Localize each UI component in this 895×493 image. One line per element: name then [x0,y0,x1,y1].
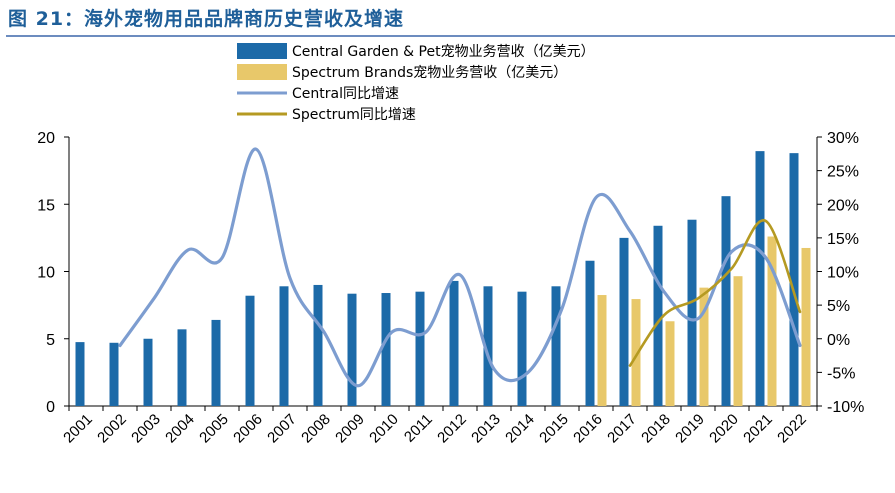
x-tick-label: 2005 [196,411,232,447]
x-tick-label: 2010 [366,411,402,447]
central-revenue-bar [551,286,561,406]
left-tick-label: 15 [37,197,55,214]
central-revenue-bar [245,295,255,406]
right-tick-label: 0% [827,332,850,349]
spectrum-revenue-bar [631,299,641,406]
x-tick-label: 2009 [332,411,368,447]
central-revenue-bar [653,225,663,406]
central-revenue-bar [483,286,493,406]
right-tick-label: 5% [827,298,850,315]
chart-title: 图 21：海外宠物用品品牌商历史营收及增速 [8,8,405,30]
right-tick-label: -10% [827,399,864,416]
x-tick-label: 2004 [162,411,198,447]
x-tick-label: 2020 [706,411,742,447]
lines [118,147,802,388]
central-revenue-bar [143,338,153,406]
x-tick-label: 2011 [401,411,436,446]
central-revenue-bar [279,286,289,406]
left-tick-label: 20 [37,130,55,147]
legend-central-growth: Central同比增速 [237,86,399,102]
central-revenue-bar [381,293,391,406]
x-tick-label: 2002 [94,411,130,447]
legend-swatch [237,43,287,59]
central-revenue-bar [755,151,765,406]
central-revenue-bar [109,342,119,406]
left-tick-label: 5 [46,332,55,349]
spectrum-revenue-bar [665,321,675,406]
x-tick-label: 2008 [298,411,334,447]
spectrum-growth-line [628,219,802,367]
x-tick-label: 2018 [638,411,674,447]
central-revenue-bar [687,219,697,406]
central-revenue-bar [721,196,731,406]
legend-label: Central同比增速 [292,86,399,102]
legend-label: Central Garden & Pet宠物业务营收（亿美元） [292,44,595,60]
central-revenue-bar [789,153,799,406]
x-tick-label: 2006 [230,411,266,447]
x-tick-label: 2019 [672,411,708,447]
central-revenue-bar [75,342,85,406]
title-divider [6,35,895,37]
legend: Central Garden & Pet宠物业务营收（亿美元） Spectrum … [237,43,595,123]
right-tick-label: 30% [827,130,859,147]
x-tick-label: 2012 [434,411,470,447]
spectrum-revenue-bar [801,247,811,406]
right-tick-label: 10% [827,265,859,282]
central-revenue-bar [585,260,595,406]
central-revenue-bar [415,291,425,406]
spectrum-revenue-bar [767,236,777,406]
central-revenue-bar [177,329,187,406]
x-tick-label: 2017 [604,411,640,447]
legend-spectrum-growth: Spectrum同比增速 [237,107,416,123]
bars [75,151,811,406]
spectrum-revenue-bar [733,276,743,406]
x-tick-label: 2022 [774,411,810,447]
right-tick-label: 15% [827,231,859,248]
x-tick-label: 2016 [570,411,606,447]
x-tick-label: 2013 [468,411,504,447]
legend-central-revenue: Central Garden & Pet宠物业务营收（亿美元） [237,43,595,60]
spectrum-revenue-bar [699,287,709,406]
left-tick-label: 0 [46,399,55,416]
x-tick-label: 2021 [740,411,776,447]
legend-spectrum-revenue: Spectrum Brands宠物业务营收（亿美元） [237,64,567,81]
right-tick-label: 25% [827,164,859,181]
x-tick-label: 2003 [128,411,164,447]
spectrum-revenue-bar [597,295,607,406]
central-revenue-bar [313,284,323,406]
left-tick-label: 10 [37,265,55,282]
legend-swatch [237,64,287,80]
x-tick-label: 2015 [536,411,572,447]
legend-label: Spectrum Brands宠物业务营收（亿美元） [292,65,567,81]
right-tick-label: 20% [827,197,859,214]
central-revenue-bar [449,280,459,406]
central-revenue-bar [517,291,527,406]
central-revenue-bar [619,237,629,406]
right-tick-label: -5% [827,365,855,382]
x-tick-label: 2007 [264,411,300,447]
central-revenue-bar [347,293,357,406]
central-revenue-bar [211,319,221,406]
x-tick-label: 2001 [60,411,96,447]
central-growth-line [118,147,802,388]
legend-label: Spectrum同比增速 [292,107,416,123]
x-tick-label: 2014 [502,411,538,447]
